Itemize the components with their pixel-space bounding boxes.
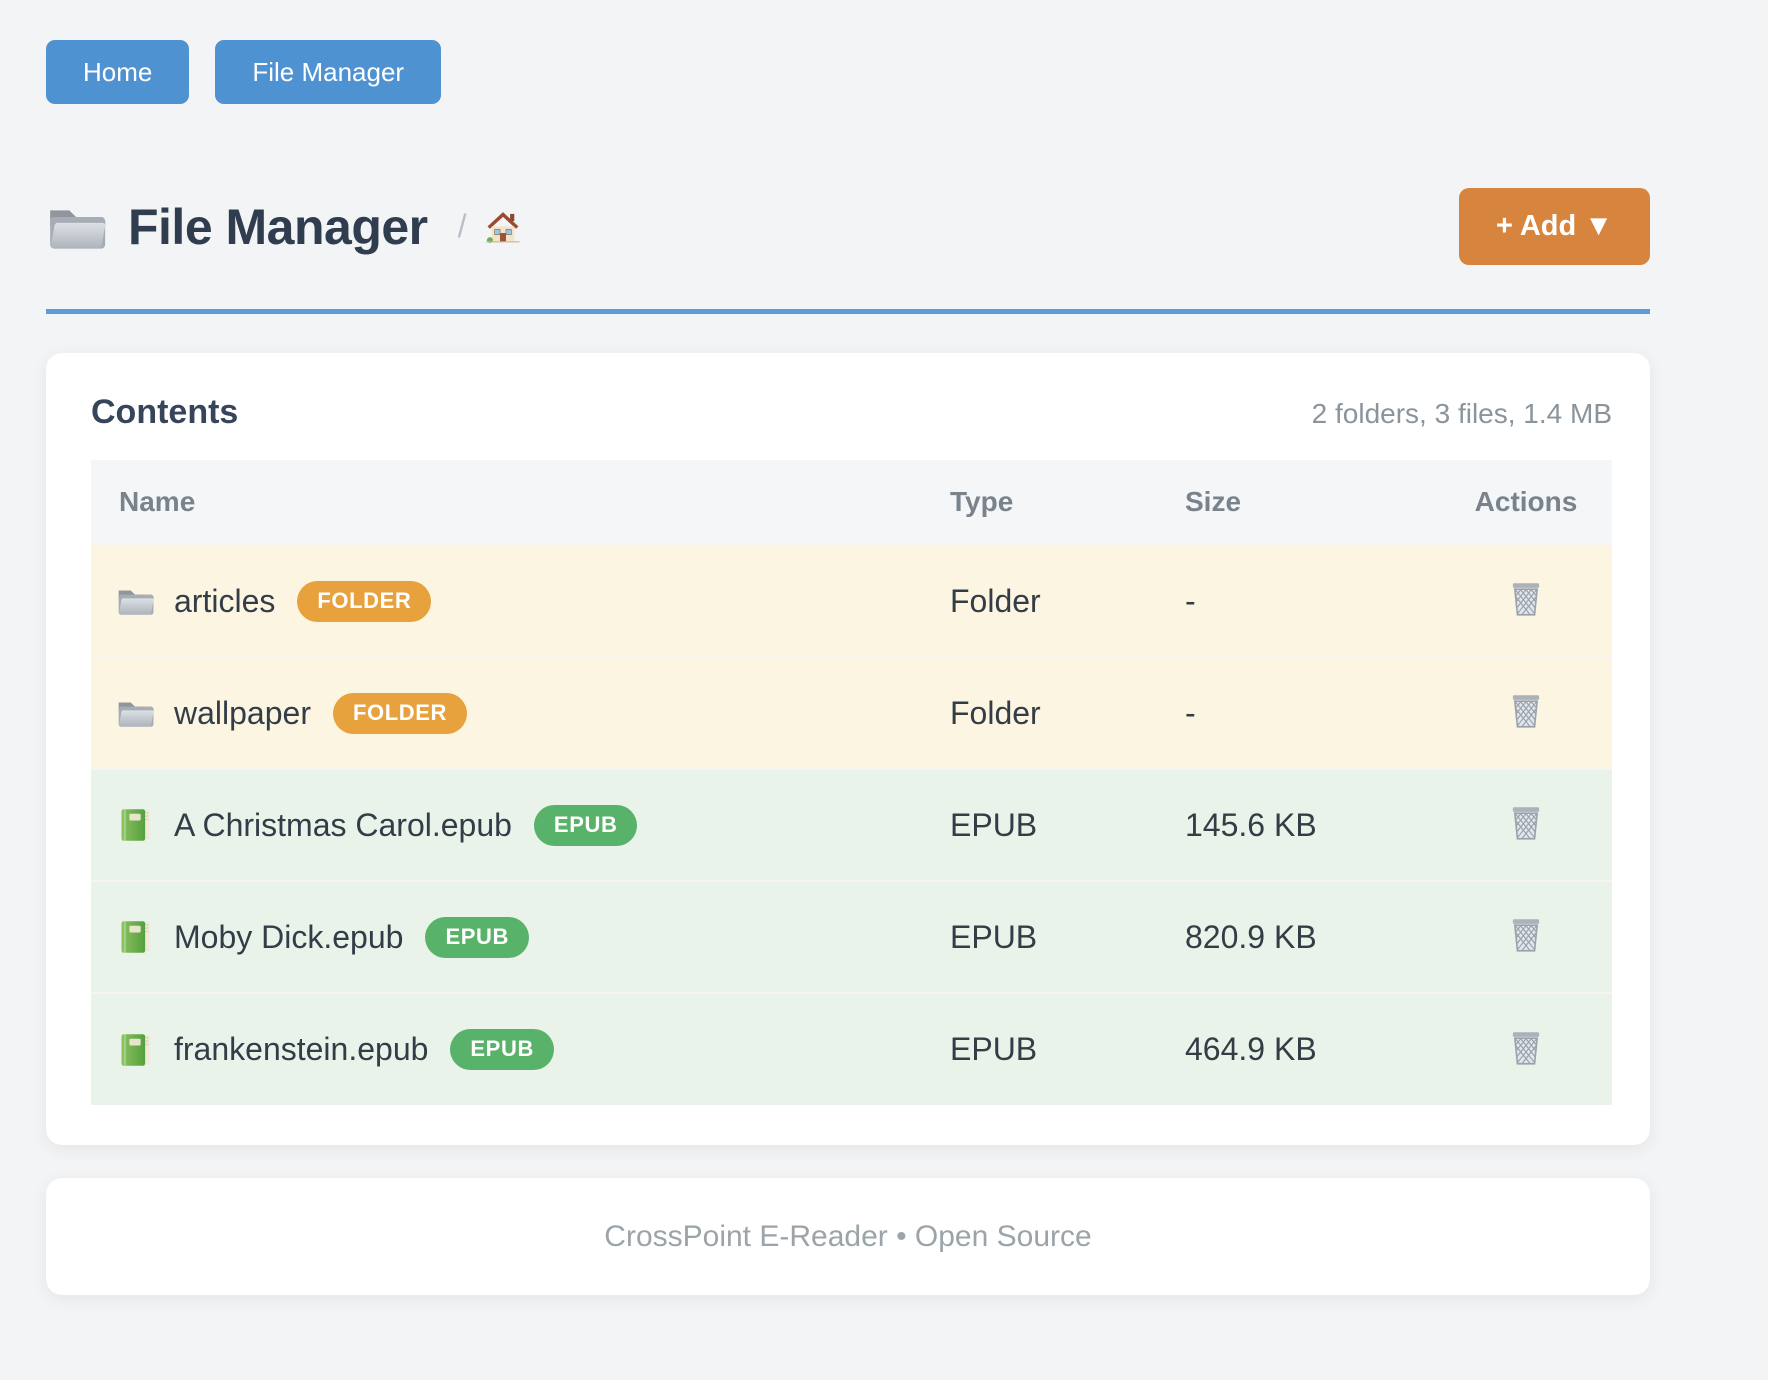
file-name[interactable]: wallpaper [174,694,311,731]
footer-text: CrossPoint E-Reader • Open Source [604,1219,1092,1253]
table-row: articles FOLDER Folder - [91,545,1612,657]
contents-summary: 2 folders, 3 files, 1.4 MB [1311,398,1612,429]
file-type: EPUB [950,918,1038,955]
delete-button[interactable] [1501,685,1551,737]
file-size: - [1185,582,1196,619]
table-row: Moby Dick.epub EPUB EPUB 820.9 KB [91,881,1612,993]
file-type: Folder [950,582,1041,619]
file-type: EPUB [950,806,1038,843]
file-name[interactable]: frankenstein.epub [174,1031,429,1067]
delete-button[interactable] [1501,573,1551,625]
trash-icon [1512,919,1540,952]
file-type: EPUB [950,1031,1038,1067]
delete-button[interactable] [1501,909,1551,961]
file-table: Name Type Size Actions [91,460,1612,1105]
file-type-badge: EPUB [425,916,529,958]
breadcrumb-separator: / [457,208,467,244]
delete-button[interactable] [1501,1022,1551,1074]
footer-card: CrossPoint E-Reader • Open Source [46,1178,1650,1295]
trash-icon [1512,1031,1540,1065]
file-manager-nav-button[interactable]: File Manager [215,40,442,104]
table-row: frankenstein.epub EPUB EPUB 464.9 KB [91,993,1612,1105]
file-size: 145.6 KB [1185,806,1317,843]
contents-title: Contents [91,393,239,431]
file-type-badge: EPUB [533,804,638,846]
column-header-type: Type [950,486,1014,517]
table-row: A Christmas Carol.epub EPUB EPUB 145.6 K… [91,769,1612,881]
trash-icon [1512,695,1540,728]
file-type-badge: FOLDER [297,580,432,622]
top-nav: Home File Manager [46,40,1650,104]
book-icon [121,809,150,841]
header-divider [46,309,1650,314]
file-size: 820.9 KB [1185,918,1317,955]
file-name[interactable]: A Christmas Carol.epub [174,806,512,843]
house-icon[interactable] [483,208,523,246]
folder-icon [118,590,154,615]
trash-icon [1512,583,1540,616]
file-type: Folder [950,694,1041,731]
file-type-badge: FOLDER [332,692,468,734]
file-name[interactable]: articles [174,582,276,619]
home-nav-button[interactable]: Home [46,40,190,104]
page-title: File Manager [128,198,428,255]
column-header-actions: Actions [1474,486,1578,517]
file-type-badge: EPUB [450,1029,554,1070]
column-header-size: Size [1185,486,1242,517]
contents-card: Contents 2 folders, 3 files, 1.4 MB Name… [46,353,1650,1145]
column-header-name: Name [119,486,196,517]
table-row: wallpaper FOLDER Folder - [91,657,1612,769]
delete-button[interactable] [1501,797,1551,849]
add-button[interactable]: + Add ▼ [1458,188,1650,265]
trash-icon [1512,807,1540,840]
table-header-row: Name Type Size Actions [91,460,1612,545]
book-icon [121,921,150,953]
page-header: File Manager / + Add ▼ [46,188,1650,265]
file-size: 464.9 KB [1185,1031,1317,1067]
folder-icon [50,209,106,249]
file-name[interactable]: Moby Dick.epub [174,918,404,955]
folder-icon [118,702,154,727]
file-size: - [1185,694,1196,731]
book-icon [121,1033,150,1066]
